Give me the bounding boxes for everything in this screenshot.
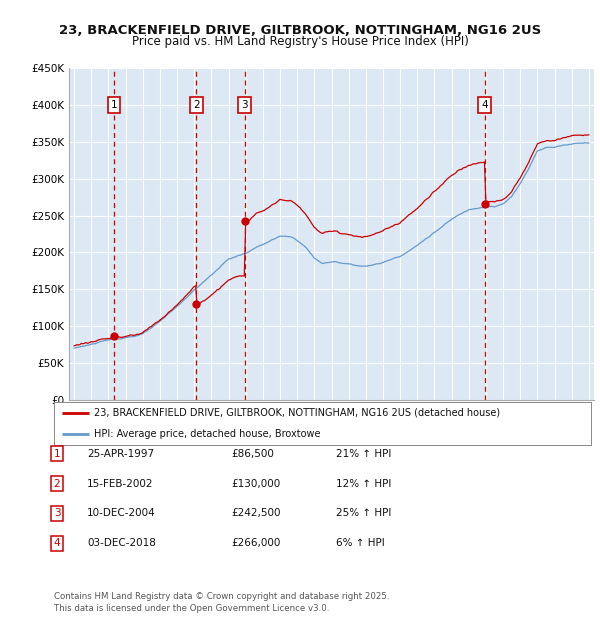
Text: 4: 4 [481,100,488,110]
Text: 15-FEB-2002: 15-FEB-2002 [87,479,154,489]
Text: 23, BRACKENFIELD DRIVE, GILTBROOK, NOTTINGHAM, NG16 2US: 23, BRACKENFIELD DRIVE, GILTBROOK, NOTTI… [59,24,541,37]
Text: 3: 3 [241,100,248,110]
Text: 6% ↑ HPI: 6% ↑ HPI [336,538,385,548]
Text: 3: 3 [53,508,61,518]
Text: 2: 2 [53,479,61,489]
Text: £266,000: £266,000 [231,538,280,548]
Text: HPI: Average price, detached house, Broxtowe: HPI: Average price, detached house, Brox… [94,429,321,439]
Text: 2: 2 [193,100,200,110]
Text: 12% ↑ HPI: 12% ↑ HPI [336,479,391,489]
Text: £242,500: £242,500 [231,508,281,518]
Text: 1: 1 [53,449,61,459]
Text: £86,500: £86,500 [231,449,274,459]
Text: 23, BRACKENFIELD DRIVE, GILTBROOK, NOTTINGHAM, NG16 2US (detached house): 23, BRACKENFIELD DRIVE, GILTBROOK, NOTTI… [94,408,500,418]
Text: 21% ↑ HPI: 21% ↑ HPI [336,449,391,459]
Text: 1: 1 [110,100,117,110]
Text: 03-DEC-2018: 03-DEC-2018 [87,538,156,548]
Text: 4: 4 [53,538,61,548]
Text: Price paid vs. HM Land Registry's House Price Index (HPI): Price paid vs. HM Land Registry's House … [131,35,469,48]
Text: 10-DEC-2004: 10-DEC-2004 [87,508,156,518]
Text: £130,000: £130,000 [231,479,280,489]
Text: 25-APR-1997: 25-APR-1997 [87,449,154,459]
Text: Contains HM Land Registry data © Crown copyright and database right 2025.
This d: Contains HM Land Registry data © Crown c… [54,591,389,613]
Text: 25% ↑ HPI: 25% ↑ HPI [336,508,391,518]
